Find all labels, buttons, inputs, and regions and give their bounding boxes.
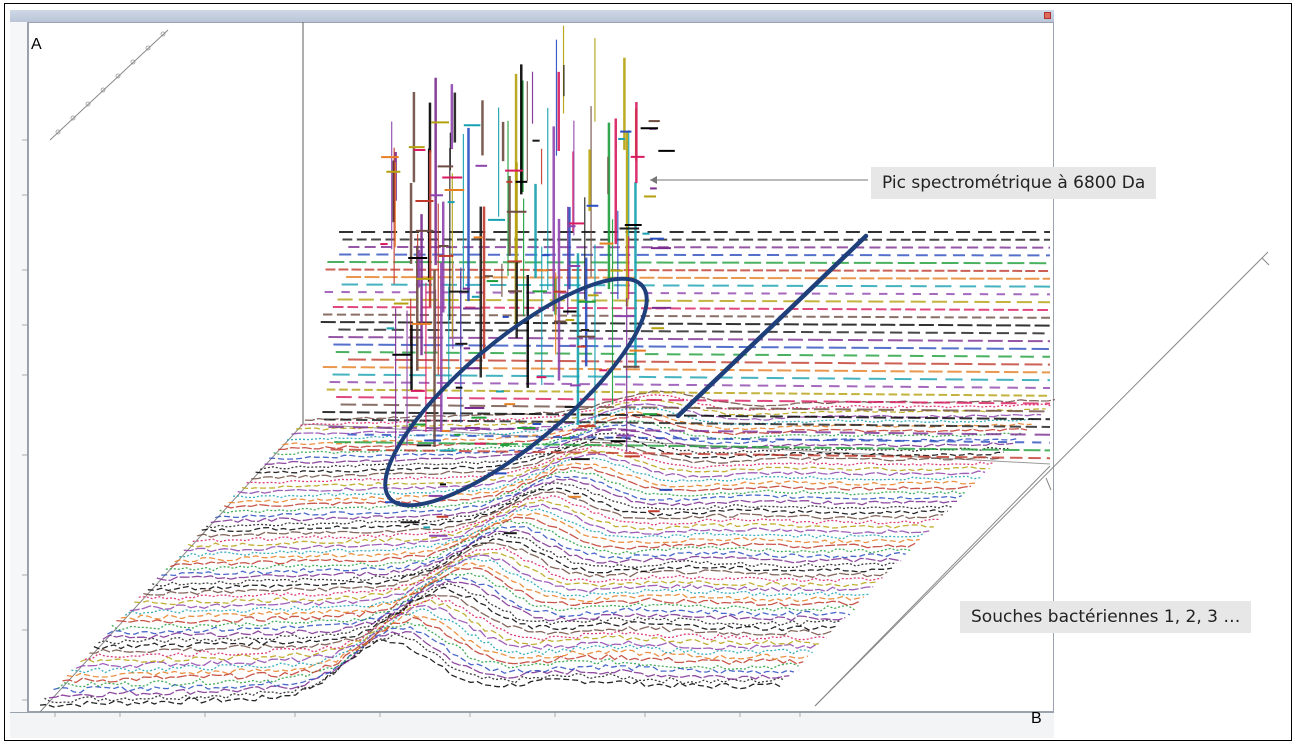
background-spectrum-trace: [325, 268, 1051, 272]
spectrum-line: [300, 394, 1051, 426]
background-spectrum-trace: [338, 328, 1051, 335]
spectrum-line: [129, 554, 874, 612]
spectrum-line: [179, 507, 925, 558]
background-spectrum-trace: [324, 418, 1051, 428]
highlight-diagonal-line: [675, 233, 869, 419]
spectrum-line: [165, 520, 911, 572]
background-spectrum-trace: [337, 298, 1051, 304]
panel-label-b: B: [1031, 710, 1042, 727]
spectrum-line: [206, 482, 953, 529]
spectrum-line: [156, 529, 902, 582]
close-icon[interactable]: [1044, 12, 1051, 19]
spectrum-line: [161, 525, 906, 577]
spectrum-line: [237, 453, 986, 494]
spectrum-line: [71, 607, 813, 674]
strain-axis-bracket: [814, 251, 1270, 707]
spectrum-line: [134, 551, 878, 606]
spectrum-line: [48, 630, 790, 699]
spectrum-line: [273, 420, 1023, 456]
spectrum-line: [66, 613, 809, 678]
spectrum-line: [183, 503, 930, 553]
strain-axis-notch: [1045, 477, 1052, 491]
spectrum-line: [89, 594, 832, 654]
axis-guide-tick: [85, 101, 91, 107]
spectrum-line: [259, 432, 1009, 471]
spectrum-line: [170, 516, 916, 568]
axis-guide-tick: [145, 45, 151, 51]
spectrum-line: [269, 423, 1018, 460]
floor-right-edge: [814, 465, 1051, 707]
spectrum-line: [147, 538, 893, 592]
background-spectrum-trace: [324, 291, 1051, 296]
spectrum-line: [39, 639, 781, 708]
spectrum-line: [116, 567, 860, 624]
background-spectrum-trace: [335, 351, 1051, 358]
spectrum-line: [286, 407, 1037, 441]
background-spectrum-trace: [329, 381, 1051, 389]
spectrum-line: [84, 595, 827, 660]
spectrum-line: [255, 436, 1004, 474]
background-spectrum-trace: [322, 411, 1051, 421]
background-spectrum-trace: [348, 246, 1051, 249]
axis-guide-tick: [55, 129, 61, 135]
background-spectrum-trace: [334, 441, 1051, 452]
background-spectrum-trace: [328, 336, 1051, 343]
spectrum-line: [93, 586, 837, 651]
spectrum-line: [102, 580, 846, 640]
spectrum-line: [295, 399, 1046, 431]
axis-guide-tick: [130, 59, 136, 65]
spectrum-line: [174, 512, 920, 563]
background-spectrum-trace: [340, 403, 1051, 413]
spectrum-line: [138, 547, 883, 601]
spectrum-line: [124, 558, 869, 616]
spectrum-line: [44, 633, 785, 704]
axis-guide-tick: [70, 115, 76, 121]
axis-guide-tick: [115, 73, 121, 79]
peak-arrow-head: [650, 176, 657, 184]
background-spectrum-trace: [339, 253, 1051, 257]
background-spectrum-trace: [348, 358, 1051, 366]
spectrum-line: [223, 466, 972, 509]
spectrum-line: [98, 582, 841, 645]
spectrum-line: [75, 604, 818, 669]
spectrum-line: [201, 487, 948, 533]
highlight-ellipse: [383, 276, 649, 508]
spectrum-line: [228, 462, 976, 504]
spectrum-line: [143, 542, 888, 596]
spectrum-line: [111, 572, 855, 631]
vertical-axis-ruler: [10, 22, 28, 712]
spectrum-line: [210, 478, 958, 524]
background-spectrum-trace: [332, 373, 1051, 382]
spectrum-line: [242, 448, 990, 490]
spectrum-line: [107, 576, 851, 635]
strains-annotation: Souches bactériennes 1, 2, 3 …: [960, 601, 1252, 633]
background-spectrum-trace: [322, 366, 1051, 374]
spectrum-line: [152, 532, 897, 587]
axis-guide-tick: [160, 31, 166, 37]
spectrum-line: [278, 414, 1028, 451]
spectrum-line: [120, 562, 865, 621]
spectrum-line: [57, 621, 799, 689]
spectrum-line: [251, 441, 1000, 480]
background-spectrum-trace: [347, 433, 1051, 444]
axis-guide-tick: [100, 87, 106, 93]
background-spectrum-trace: [323, 313, 1051, 319]
spectrum-line: [62, 616, 804, 684]
background-spectrum-trace: [327, 261, 1051, 265]
spectrum-line: [215, 475, 962, 519]
axis-guide-diagonal: [49, 29, 169, 141]
peak-annotation: Pic spectrométrique à 6800 Da: [871, 167, 1157, 199]
spectrum-line: [246, 445, 995, 484]
spectrum-line: [80, 599, 823, 663]
spectrum-line: [192, 494, 939, 543]
background-spectrum-trace: [341, 283, 1051, 288]
plot-area: [28, 22, 1054, 712]
panel-label-a: A: [31, 36, 42, 53]
background-spectrum-trace: [326, 388, 1051, 397]
spectrum-line: [219, 469, 967, 514]
spectrum-line: [187, 499, 934, 548]
horizontal-axis-ruler: [10, 712, 1054, 738]
